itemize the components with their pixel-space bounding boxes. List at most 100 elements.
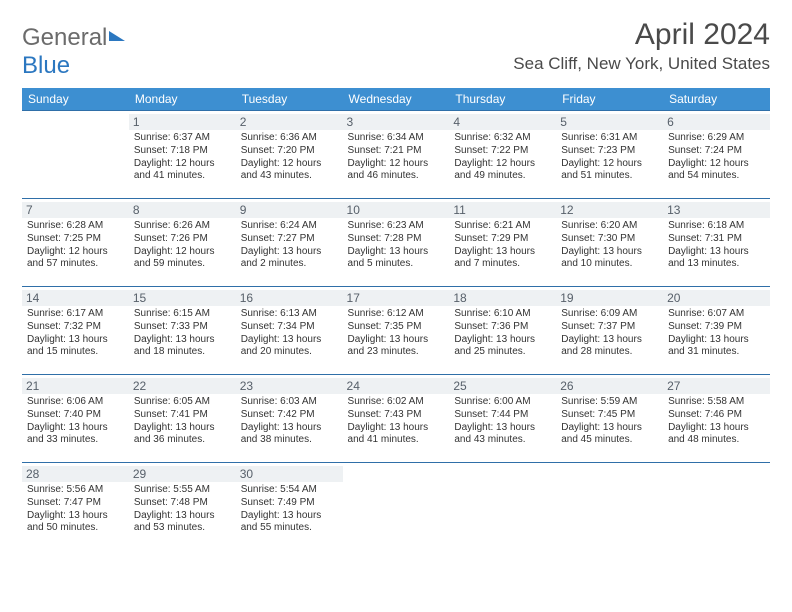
daylight-line2: and 20 minutes. [241, 346, 338, 359]
calendar-cell: 10 Sunrise: 6:23 AMSunset: 7:28 PMDayligh… [343, 199, 450, 287]
day-number: 10 [343, 202, 450, 218]
daylight-line1: Daylight: 13 hours [27, 510, 124, 523]
day-info: Sunrise: 6:36 AMSunset: 7:20 PMDaylight:… [241, 132, 338, 183]
day-info: Sunrise: 6:05 AMSunset: 7:41 PMDaylight:… [134, 396, 231, 447]
day-number: 22 [129, 378, 236, 394]
daylight-line2: and 15 minutes. [27, 346, 124, 359]
daylight-line1: Daylight: 13 hours [561, 246, 658, 259]
daylight-line1: Daylight: 13 hours [454, 246, 551, 259]
day-info: Sunrise: 6:10 AMSunset: 7:36 PMDaylight:… [454, 308, 551, 359]
daylight-line2: and 28 minutes. [561, 346, 658, 359]
daylight-line2: and 41 minutes. [348, 434, 445, 447]
sunrise: Sunrise: 5:54 AM [241, 484, 338, 497]
daylight-line2: and 33 minutes. [27, 434, 124, 447]
day-number: 26 [556, 378, 663, 394]
sunset: Sunset: 7:28 PM [348, 233, 445, 246]
daylight-line2: and 36 minutes. [134, 434, 231, 447]
daylight-line2: and 51 minutes. [561, 170, 658, 183]
sunrise: Sunrise: 6:17 AM [27, 308, 124, 321]
daylight-line2: and 43 minutes. [454, 434, 551, 447]
calendar-cell: 13Sunrise: 6:18 AMSunset: 7:31 PMDayligh… [663, 199, 770, 287]
day-info: Sunrise: 6:00 AMSunset: 7:44 PMDaylight:… [454, 396, 551, 447]
calendar-cell [663, 463, 770, 551]
day-number: 4 [449, 114, 556, 130]
day-info: Sunrise: 6:31 AMSunset: 7:23 PMDaylight:… [561, 132, 658, 183]
calendar-cell: 11Sunrise: 6:21 AMSunset: 7:29 PMDayligh… [449, 199, 556, 287]
weekday-header-row: SundayMondayTuesdayWednesdayThursdayFrid… [22, 88, 770, 111]
daylight-line1: Daylight: 13 hours [668, 334, 765, 347]
day-info: Sunrise: 6:12 AMSunset: 7:35 PMDaylight:… [348, 308, 445, 359]
daylight-line1: Daylight: 13 hours [454, 334, 551, 347]
daylight-line2: and 23 minutes. [348, 346, 445, 359]
calendar-cell: 15Sunrise: 6:15 AMSunset: 7:33 PMDayligh… [129, 287, 236, 375]
day-info: Sunrise: 6:03 AMSunset: 7:42 PMDaylight:… [241, 396, 338, 447]
daylight-line2: and 53 minutes. [134, 522, 231, 535]
daylight-line1: Daylight: 13 hours [241, 510, 338, 523]
day-number: 29 [129, 466, 236, 482]
calendar-cell [556, 463, 663, 551]
day-info: Sunrise: 6:18 AMSunset: 7:31 PMDaylight:… [668, 220, 765, 271]
day-info: Sunrise: 6:37 AMSunset: 7:18 PMDaylight:… [134, 132, 231, 183]
sunrise: Sunrise: 6:37 AM [134, 132, 231, 145]
day-number: 12 [556, 202, 663, 218]
calendar-week-row: 1Sunrise: 6:37 AMSunset: 7:18 PMDaylight… [22, 111, 770, 199]
sunrise: Sunrise: 5:55 AM [134, 484, 231, 497]
sunrise: Sunrise: 6:13 AM [241, 308, 338, 321]
sunrise: Sunrise: 5:59 AM [561, 396, 658, 409]
sunset: Sunset: 7:31 PM [668, 233, 765, 246]
weekday-header: Monday [129, 88, 236, 111]
calendar-cell [22, 111, 129, 199]
daylight-line1: Daylight: 12 hours [454, 158, 551, 171]
sunrise: Sunrise: 6:15 AM [134, 308, 231, 321]
calendar-cell: 17 Sunrise: 6:12 AMSunset: 7:35 PMDayligh… [343, 287, 450, 375]
sunset: Sunset: 7:40 PM [27, 409, 124, 422]
day-info: Sunrise: 6:21 AMSunset: 7:29 PMDaylight:… [454, 220, 551, 271]
daylight-line2: and 59 minutes. [134, 258, 231, 271]
day-info: Sunrise: 6:23 AMSunset: 7:28 PMDaylight:… [348, 220, 445, 271]
sunrise: Sunrise: 5:56 AM [27, 484, 124, 497]
sunset: Sunset: 7:43 PM [348, 409, 445, 422]
day-number: 17 [343, 290, 450, 306]
calendar-cell: 29Sunrise: 5:55 AMSunset: 7:48 PMDayligh… [129, 463, 236, 551]
daylight-line2: and 55 minutes. [241, 522, 338, 535]
calendar-cell: 4Sunrise: 6:32 AMSunset: 7:22 PMDaylight… [449, 111, 556, 199]
calendar-cell: 9Sunrise: 6:24 AMSunset: 7:27 PMDaylight… [236, 199, 343, 287]
location: Sea Cliff, New York, United States [513, 54, 770, 74]
calendar-week-row: 21 Sunrise: 6:06 AMSunset: 7:40 PMDayligh… [22, 375, 770, 463]
day-info: Sunrise: 6:06 AMSunset: 7:40 PMDaylight:… [27, 396, 124, 447]
daylight-line2: and 43 minutes. [241, 170, 338, 183]
day-number: 8 [129, 202, 236, 218]
sunrise: Sunrise: 6:10 AM [454, 308, 551, 321]
sunset: Sunset: 7:20 PM [241, 145, 338, 158]
daylight-line2: and 7 minutes. [454, 258, 551, 271]
daylight-line2: and 45 minutes. [561, 434, 658, 447]
sunset: Sunset: 7:32 PM [27, 321, 124, 334]
calendar-cell: 27Sunrise: 5:58 AMSunset: 7:46 PMDayligh… [663, 375, 770, 463]
day-number: 19 [556, 290, 663, 306]
sunset: Sunset: 7:45 PM [561, 409, 658, 422]
daylight-line1: Daylight: 12 hours [134, 246, 231, 259]
logo-inner: GeneralBlue [22, 24, 125, 80]
calendar-cell: 8Sunrise: 6:26 AMSunset: 7:26 PMDaylight… [129, 199, 236, 287]
calendar-cell: 12Sunrise: 6:20 AMSunset: 7:30 PMDayligh… [556, 199, 663, 287]
sunset: Sunset: 7:34 PM [241, 321, 338, 334]
sunset: Sunset: 7:26 PM [134, 233, 231, 246]
calendar-cell [343, 463, 450, 551]
sunrise: Sunrise: 6:32 AM [454, 132, 551, 145]
sunrise: Sunrise: 6:34 AM [348, 132, 445, 145]
day-number: 18 [449, 290, 556, 306]
daylight-line2: and 10 minutes. [561, 258, 658, 271]
day-info: Sunrise: 6:07 AMSunset: 7:39 PMDaylight:… [668, 308, 765, 359]
daylight-line2: and 25 minutes. [454, 346, 551, 359]
day-number: 21 [22, 378, 129, 394]
daylight-line2: and 46 minutes. [348, 170, 445, 183]
logo-triangle-icon [109, 31, 125, 41]
day-number: 27 [663, 378, 770, 394]
daylight-line1: Daylight: 13 hours [454, 422, 551, 435]
day-info: Sunrise: 6:15 AMSunset: 7:33 PMDaylight:… [134, 308, 231, 359]
weekday-header: Wednesday [343, 88, 450, 111]
sunrise: Sunrise: 6:21 AM [454, 220, 551, 233]
calendar-cell: 30Sunrise: 5:54 AMSunset: 7:49 PMDayligh… [236, 463, 343, 551]
sunrise: Sunrise: 6:23 AM [348, 220, 445, 233]
daylight-line1: Daylight: 12 hours [668, 158, 765, 171]
